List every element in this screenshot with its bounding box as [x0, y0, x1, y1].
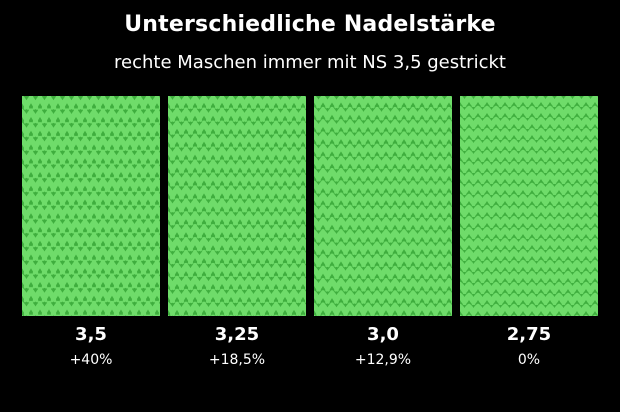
percent-diff-1: +40% — [69, 352, 113, 368]
percent-diff-4: 0% — [517, 352, 541, 368]
page-subtitle: rechte Maschen immer mit NS 3,5 gestrick… — [114, 52, 506, 73]
needle-size-2: 3,25 — [214, 324, 260, 345]
needle-size-3: 3,0 — [367, 324, 399, 345]
knit-texture-2 — [168, 96, 306, 316]
percent-diff-2: +18,5% — [208, 352, 266, 368]
page-title: Unterschiedliche Nadelstärke — [124, 12, 496, 37]
percent-diff-3: +12,9% — [354, 352, 412, 368]
knit-swatch-1 — [22, 96, 160, 316]
knit-swatch-3 — [314, 96, 452, 316]
needle-size-1: 3,5 — [75, 324, 107, 345]
knit-texture-3 — [314, 96, 452, 316]
knit-texture-1 — [22, 96, 160, 316]
needle-size-4: 2,75 — [506, 324, 552, 345]
knit-texture-4 — [460, 96, 598, 316]
knit-swatch-4 — [460, 96, 598, 316]
knit-swatch-2 — [168, 96, 306, 316]
